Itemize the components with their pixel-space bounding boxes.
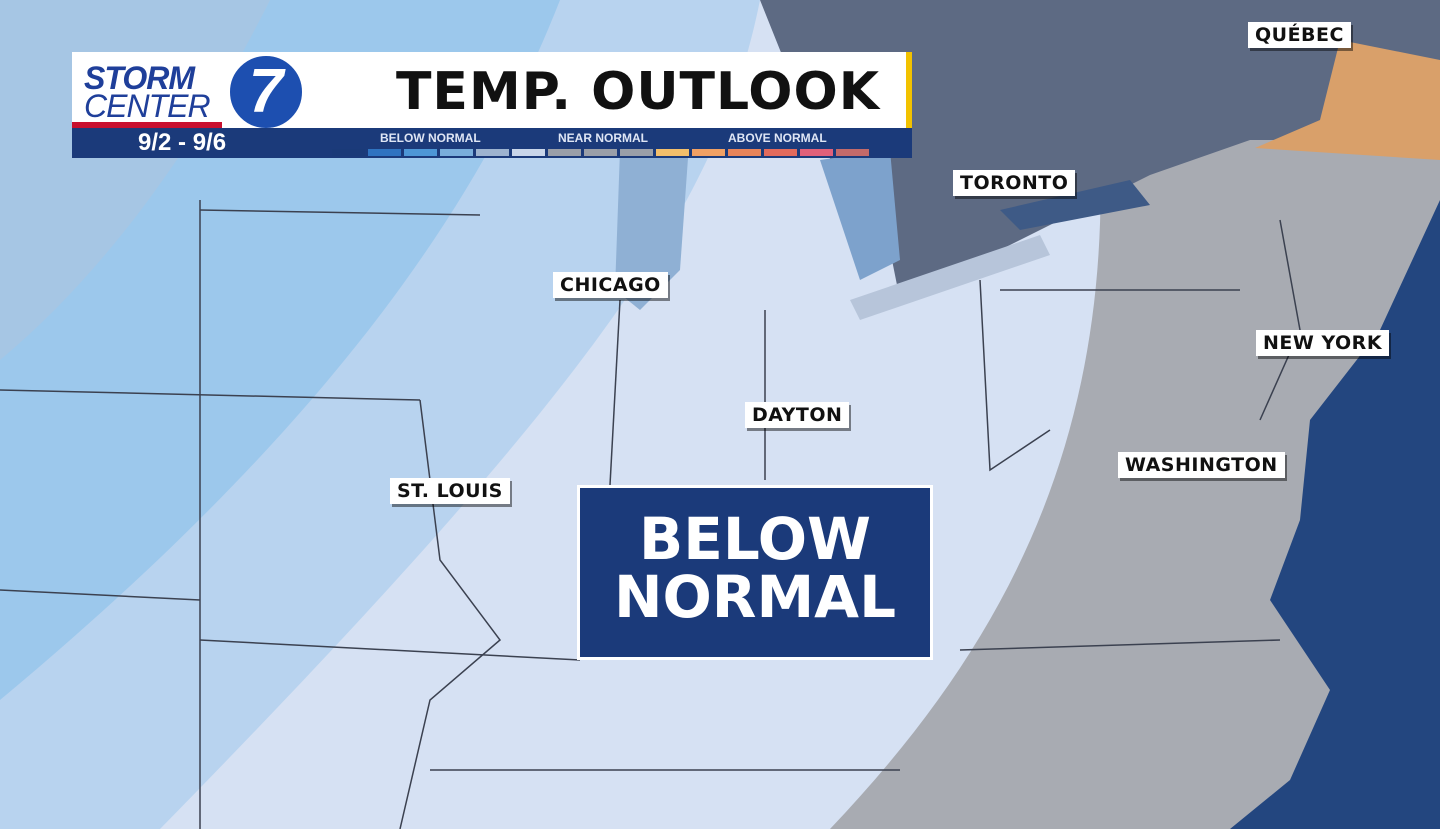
logo-seven-icon: 7 xyxy=(228,54,304,130)
banner-line-1: BELOW xyxy=(639,505,871,573)
legend-swatch xyxy=(764,149,797,156)
city-label-toronto: TORONTO xyxy=(953,170,1076,196)
city-label-quebec: QUÉBEC xyxy=(1248,22,1351,48)
city-label-washington: WASHINGTON xyxy=(1118,452,1285,478)
legend-swatch xyxy=(800,149,833,156)
legend-swatch xyxy=(548,149,581,156)
legend-swatch xyxy=(692,149,725,156)
lake-huron xyxy=(820,150,900,280)
header-legend-bar: 9/2 - 9/6 BELOW NORMAL NEAR NORMAL ABOVE… xyxy=(72,128,912,158)
legend-swatch xyxy=(404,149,437,156)
legend-swatch xyxy=(656,149,689,156)
legend-label-below: BELOW NORMAL xyxy=(380,131,481,145)
city-label-dayton: DAYTON xyxy=(745,402,850,428)
outlook-header: STORM CENTER 7 TEMP. OUTLOOK 9/2 - 9/6 B… xyxy=(72,52,912,158)
legend-swatch xyxy=(440,149,473,156)
logo-text-center: CENTER xyxy=(84,88,211,124)
banner-line-2: NORMAL xyxy=(613,563,897,631)
logo-text-storm: STORM xyxy=(84,60,195,96)
ocean xyxy=(1230,200,1440,829)
lake-michigan xyxy=(615,130,690,310)
legend-swatch xyxy=(332,149,365,156)
legend-swatch xyxy=(368,149,401,156)
page-title: TEMP. OUTLOOK xyxy=(395,62,880,122)
lake-erie xyxy=(850,235,1050,320)
above-normal-region xyxy=(1255,40,1440,160)
storm-center-7-logo: STORM CENTER 7 xyxy=(80,54,304,130)
legend-swatch xyxy=(836,149,869,156)
state-borders xyxy=(0,200,1301,829)
lake-ontario xyxy=(1000,180,1150,230)
logo-red-stripe xyxy=(72,122,222,128)
header-title-bar: STORM CENTER 7 TEMP. OUTLOOK xyxy=(72,52,912,130)
city-label-new-york: NEW YORK xyxy=(1256,330,1390,356)
legend-label-above: ABOVE NORMAL xyxy=(728,131,827,145)
legend-color-scale xyxy=(332,149,869,156)
legend-swatch xyxy=(584,149,617,156)
legend-label-near: NEAR NORMAL xyxy=(558,131,648,145)
city-label-chicago: CHICAGO xyxy=(553,272,668,298)
city-label-st-louis: ST. LOUIS xyxy=(390,478,510,504)
date-range: 9/2 - 9/6 xyxy=(138,129,227,156)
legend-swatch xyxy=(728,149,761,156)
below-normal-banner: BELOW NORMAL xyxy=(577,485,933,660)
legend-swatch xyxy=(620,149,653,156)
legend-swatch xyxy=(476,149,509,156)
legend-swatch xyxy=(512,149,545,156)
